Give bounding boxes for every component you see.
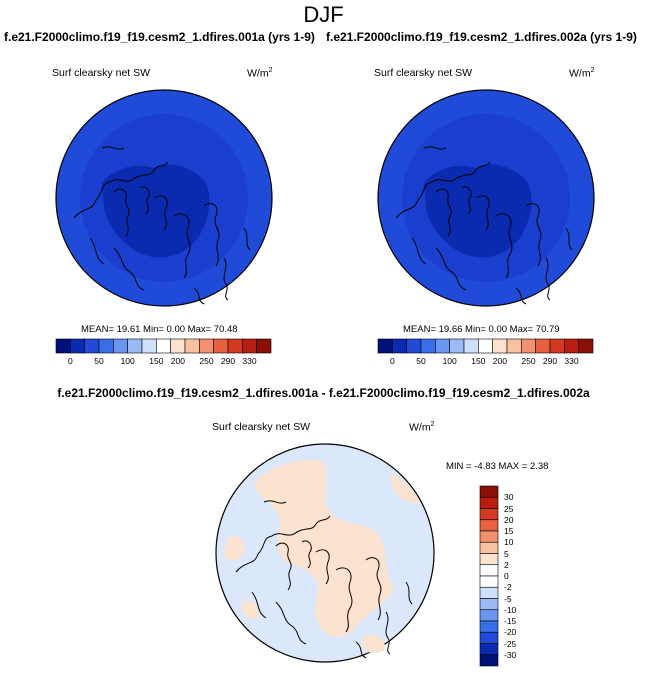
polar-map-right	[377, 89, 595, 307]
stats-left: MEAN= 19.61 Min= 0.00 Max= 70.48	[81, 324, 238, 335]
colorbar-tick-label: 290	[542, 356, 558, 366]
colorbar-swatch	[449, 338, 465, 354]
polar-map-left	[55, 89, 273, 307]
colorbar-swatch	[479, 586, 499, 599]
colorbar-tick-label: -25	[504, 638, 517, 649]
colorbar-swatch	[479, 609, 499, 622]
colorbar-left	[55, 338, 272, 354]
colorbar-swatch	[420, 338, 436, 354]
colorbar-tick-label: 150	[471, 356, 486, 366]
colorbar-tick-label: 100	[442, 356, 457, 366]
colorbar-swatch	[98, 338, 114, 354]
colorbar-swatch	[55, 338, 71, 354]
colorbar-swatch	[478, 338, 493, 354]
colorbar-tick-label: 50	[94, 356, 104, 366]
colorbar-swatch	[256, 338, 272, 354]
colorbar-tick-label: 100	[120, 356, 135, 366]
colorbar-tick-label: 250	[199, 356, 214, 366]
colorbar-tick-label: 50	[416, 356, 426, 366]
colorbar-tick-label: 0	[67, 356, 73, 366]
colorbar-swatch	[479, 631, 499, 644]
polar-map-difference	[215, 443, 435, 663]
colorbar-tick-label: -5	[504, 593, 512, 604]
colorbar-tick-label: 200	[170, 356, 185, 366]
colorbar-tick-label: 30	[504, 492, 514, 503]
colorbar-swatch	[479, 643, 499, 656]
colorbar-swatch	[184, 338, 200, 354]
colorbar-swatch	[479, 620, 499, 633]
variable-label-left: Surf clearsky net SW	[52, 67, 151, 79]
case-title-left: f.e21.F2000climo.f19_f19.cesm2_1.dfires.…	[4, 30, 315, 44]
colorbar-tick-label: 10	[504, 537, 514, 548]
colorbar-tick-label: -20	[504, 627, 517, 638]
colorbar-right	[377, 338, 594, 354]
colorbar-tick-label: -10	[504, 604, 517, 615]
colorbar-tick-label: 0	[504, 571, 509, 581]
colorbar-swatch	[535, 338, 551, 354]
colorbar-swatch	[479, 553, 499, 566]
difference-title: f.e21.F2000climo.f19_f19.cesm2_1.dfires.…	[57, 386, 590, 400]
colorbar-tick-label: 290	[220, 356, 236, 366]
colorbar-swatch	[549, 338, 565, 354]
colorbar-swatch	[479, 575, 499, 588]
colorbar-tick-label: 0	[389, 356, 395, 366]
colorbar-swatch	[199, 338, 214, 354]
colorbar-swatch	[170, 338, 186, 354]
colorbar-labels-difference: 30 25 20 15 10 5 2 0 -2 -5 -10 -15 -20 -…	[504, 486, 534, 666]
difference-stats: MIN = -4.83 MAX = 2.38	[446, 461, 549, 472]
colorbar-swatch	[463, 338, 479, 354]
colorbar-tick-label: 200	[492, 356, 507, 366]
units-label-right: W/m2	[569, 67, 595, 80]
units-label-left: W/m2	[247, 67, 273, 80]
colorbar-swatch	[141, 338, 157, 354]
colorbar-swatch	[479, 564, 499, 577]
variable-label-difference: Surf clearsky net SW	[212, 421, 311, 433]
units-label-difference: W/m2	[409, 421, 435, 434]
colorbar-tick-label: 330	[242, 356, 257, 366]
colorbar-swatch	[392, 338, 407, 354]
colorbar-swatch	[156, 338, 171, 354]
colorbar-tick-label: 150	[149, 356, 164, 366]
stats-right: MEAN= 19.66 Min= 0.00 Max= 70.79	[403, 324, 560, 335]
colorbar-swatch	[113, 338, 128, 354]
colorbar-tick-label: -30	[504, 649, 517, 660]
colorbar-difference	[479, 485, 499, 667]
colorbar-swatch	[521, 338, 536, 354]
colorbar-swatch	[479, 496, 499, 509]
colorbar-tick-label: -15	[504, 616, 517, 626]
colorbar-swatch	[492, 338, 508, 354]
case-title-right: f.e21.F2000climo.f19_f19.cesm2_1.dfires.…	[326, 30, 637, 44]
colorbar-swatch	[564, 338, 579, 354]
figure-title: DJF	[303, 2, 344, 27]
colorbar-swatch	[227, 338, 243, 354]
colorbar-swatch	[506, 338, 522, 354]
colorbar-tick-label: 5	[504, 548, 509, 559]
colorbar-tick-label: 25	[504, 503, 514, 514]
colorbar-tick-label: 20	[504, 514, 514, 525]
colorbar-swatch	[578, 338, 594, 354]
colorbar-swatch	[479, 508, 499, 521]
colorbar-tick-label: 15	[504, 526, 514, 536]
colorbar-labels-left: 0 50 100 150 200 250 290 330	[56, 356, 271, 368]
colorbar-swatch	[479, 485, 499, 498]
colorbar-swatch	[479, 654, 499, 667]
colorbar-swatch	[127, 338, 143, 354]
colorbar-swatch	[406, 338, 422, 354]
colorbar-swatch	[70, 338, 85, 354]
colorbar-tick-label: -2	[504, 582, 512, 593]
colorbar-swatch	[213, 338, 229, 354]
colorbar-swatch	[84, 338, 100, 354]
colorbar-labels-right: 0 50 100 150 200 250 290 330	[378, 356, 593, 368]
colorbar-tick-label: 330	[564, 356, 579, 366]
colorbar-tick-label: 2	[504, 559, 509, 570]
colorbar-swatch	[479, 530, 499, 543]
colorbar-swatch	[435, 338, 450, 354]
colorbar-swatch	[377, 338, 393, 354]
colorbar-swatch	[242, 338, 257, 354]
colorbar-swatch	[479, 541, 499, 554]
colorbar-swatch	[479, 598, 499, 611]
colorbar-tick-label: 250	[521, 356, 536, 366]
colorbar-swatch	[479, 519, 499, 532]
variable-label-right: Surf clearsky net SW	[374, 67, 473, 79]
